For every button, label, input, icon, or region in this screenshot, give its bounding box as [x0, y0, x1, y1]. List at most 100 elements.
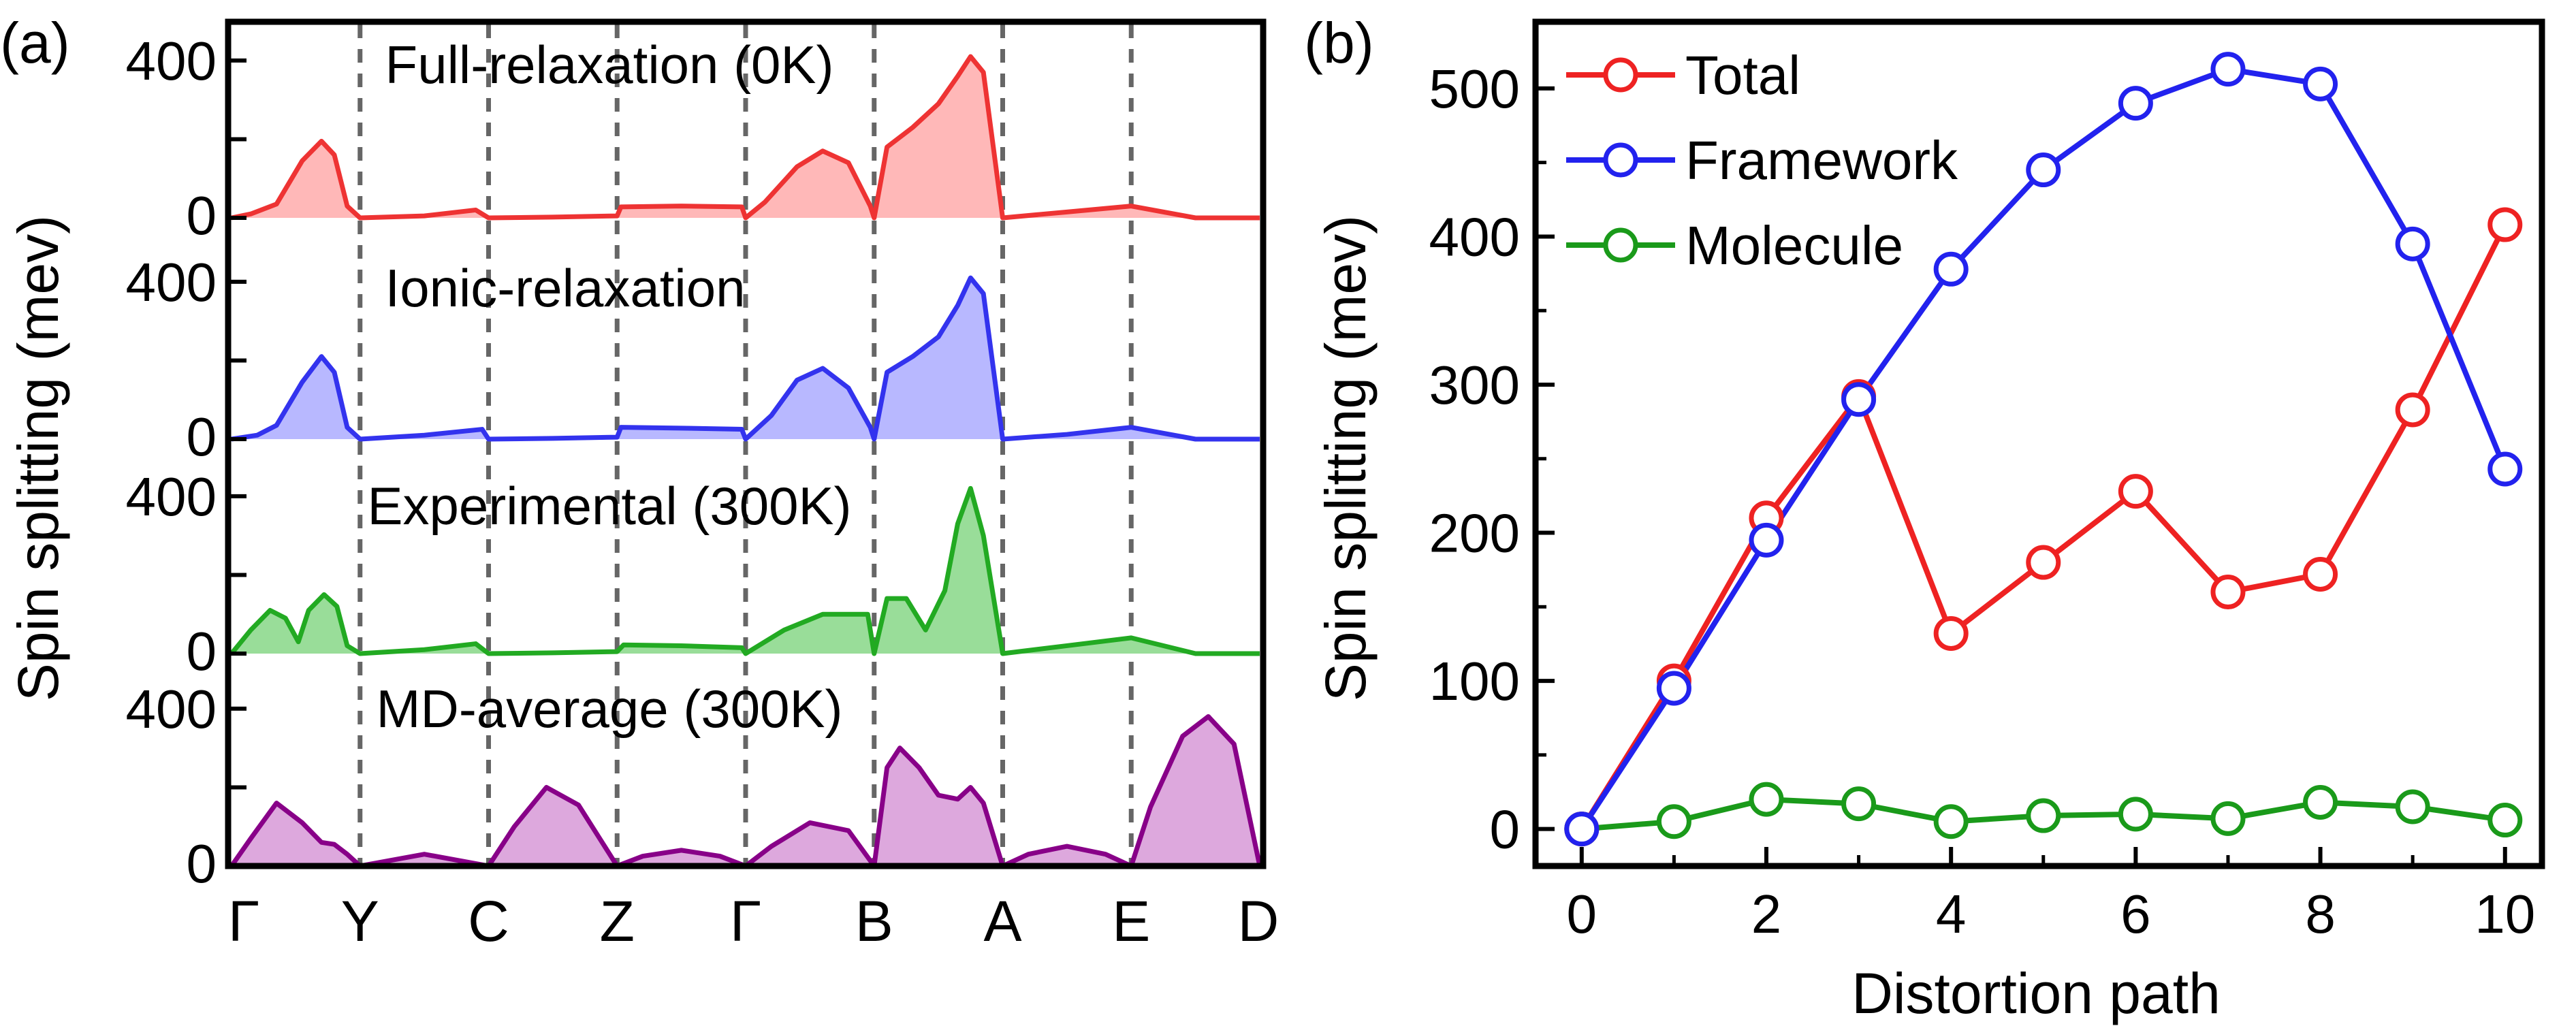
data-point-framework — [1749, 522, 1784, 558]
data-point-molecule — [1933, 804, 1969, 839]
y-tick-label-zero: 0 — [187, 185, 217, 246]
data-point-molecule — [1841, 786, 1877, 822]
data-point-molecule — [2026, 798, 2061, 833]
data-point-molecule — [1656, 804, 1691, 839]
panel-b-legend: Total Framework Molecule — [1566, 45, 1958, 276]
panel-b-x-axis-label: Distortion path — [1851, 961, 2221, 1025]
y-tick-label-400: 400 — [126, 252, 217, 312]
band-line-md — [229, 714, 1262, 869]
legend-entry-molecule: Molecule — [1566, 215, 1903, 276]
y-tick-label: 0 — [1490, 799, 1521, 860]
band-area-md — [232, 716, 1260, 866]
panel-b-series-markers — [1564, 52, 2523, 847]
series-line-total — [1579, 223, 2508, 831]
kpath-label: A — [983, 889, 1021, 953]
band-series-ionic — [231, 275, 1260, 442]
data-point-molecule — [2210, 801, 2246, 836]
data-point-total — [2118, 474, 2153, 509]
data-point-framework — [2210, 52, 2246, 87]
data-point-framework — [1564, 812, 1600, 847]
series-label-experimental: Experimental (300K) — [368, 476, 852, 536]
y-tick-label: 300 — [1429, 355, 1520, 415]
band-series-experimental — [229, 485, 1260, 656]
x-tick-label: 4 — [1936, 884, 1967, 944]
data-point-molecule — [1749, 782, 1784, 817]
legend-marker — [1603, 227, 1638, 263]
panel-label-a: (a) — [0, 11, 70, 75]
x-tick-label: 2 — [1751, 884, 1782, 944]
panel-a-frame — [225, 18, 1267, 869]
data-point-total — [1933, 615, 1969, 651]
panel-a-series-labels: Full-relaxation (0K) Ionic-relaxation Expe… — [368, 35, 852, 739]
legend-label: Molecule — [1685, 215, 1903, 276]
panel-label-b: (b) — [1304, 11, 1374, 75]
legend-entry-total: Total — [1566, 45, 1800, 106]
band-series-full — [231, 54, 1260, 221]
series-label-md: MD-average (300K) — [377, 679, 843, 739]
y-tick-label-400: 400 — [126, 466, 217, 527]
y-tick-label-zero: 0 — [187, 621, 217, 682]
legend-marker — [1603, 142, 1638, 178]
data-point-framework — [2026, 153, 2061, 188]
legend-label: Framework — [1685, 130, 1958, 191]
x-tick-label: 0 — [1567, 884, 1597, 944]
y-tick-label: 500 — [1429, 59, 1520, 119]
band-area-ionic — [232, 278, 1260, 439]
y-tick-label-400: 400 — [126, 679, 217, 739]
kpath-label: Y — [341, 889, 379, 953]
data-point-framework — [1933, 251, 1969, 287]
band-area-experimental — [232, 488, 1260, 654]
y-tick-label: 200 — [1429, 503, 1520, 564]
series-label-full: Full-relaxation (0K) — [385, 35, 834, 95]
series-label-ionic: Ionic-relaxation — [385, 258, 746, 318]
kpath-label: D — [1238, 889, 1279, 953]
panel-a-kpoint-dividers — [357, 25, 1134, 863]
panel-a-series-group — [229, 54, 1262, 869]
x-tick-label: 10 — [2475, 884, 2535, 944]
data-point-molecule — [2395, 789, 2430, 824]
panel-b-axis-ticks: 0 100 200 300 400 500 0 2 4 6 8 10 — [1429, 59, 2536, 944]
data-point-framework — [1841, 382, 1877, 417]
y-tick-label-400: 400 — [126, 31, 217, 91]
kpath-label: Γ — [228, 889, 259, 953]
y-tick-label-zero: 0 — [187, 406, 217, 467]
panel-b-distortion-path: (b) Spin splitting (mev) 010020030040050… — [1304, 11, 2545, 1025]
kpath-label: B — [855, 889, 893, 953]
series-markers-total — [1564, 207, 2523, 847]
y-tick-label: 100 — [1429, 651, 1520, 711]
series-markers-framework — [1564, 52, 2523, 847]
y-tick-label: 400 — [1429, 206, 1520, 267]
data-point-framework — [1656, 671, 1691, 706]
data-point-total — [2026, 545, 2061, 580]
band-area-full — [232, 57, 1260, 218]
data-point-framework — [2487, 451, 2523, 487]
band-line-ionic — [231, 275, 1260, 442]
panel-b-frame — [1532, 18, 2545, 869]
band-series-md — [229, 714, 1262, 869]
data-point-framework — [2395, 226, 2430, 261]
data-point-total — [2210, 575, 2246, 610]
panel-a-spin-splitting-bands: (a) Spin splitting (mev) 040004000400040… — [0, 11, 1279, 953]
x-tick-label: 8 — [2305, 884, 2336, 944]
kpath-label: E — [1112, 889, 1150, 953]
panel-b-y-axis-label: Spin splitting (mev) — [1314, 215, 1378, 701]
panel-a-y-axis-label: Spin splitting (mev) — [6, 215, 70, 701]
band-line-experimental — [229, 485, 1260, 656]
data-point-molecule — [2303, 784, 2338, 820]
y-tick-label-zero: 0 — [187, 833, 217, 894]
kpath-label: Z — [600, 889, 635, 953]
legend-marker — [1603, 57, 1638, 93]
data-point-framework — [2118, 86, 2153, 121]
data-point-framework — [2303, 66, 2338, 101]
data-point-molecule — [2118, 797, 2153, 832]
data-point-total — [2395, 392, 2430, 428]
data-point-total — [2487, 207, 2523, 242]
data-point-molecule — [2487, 803, 2523, 838]
legend-label: Total — [1685, 45, 1800, 106]
kpath-label: Γ — [730, 889, 761, 953]
legend-entry-framework: Framework — [1566, 130, 1958, 191]
kpath-label: C — [468, 889, 509, 953]
data-point-total — [2303, 556, 2338, 592]
